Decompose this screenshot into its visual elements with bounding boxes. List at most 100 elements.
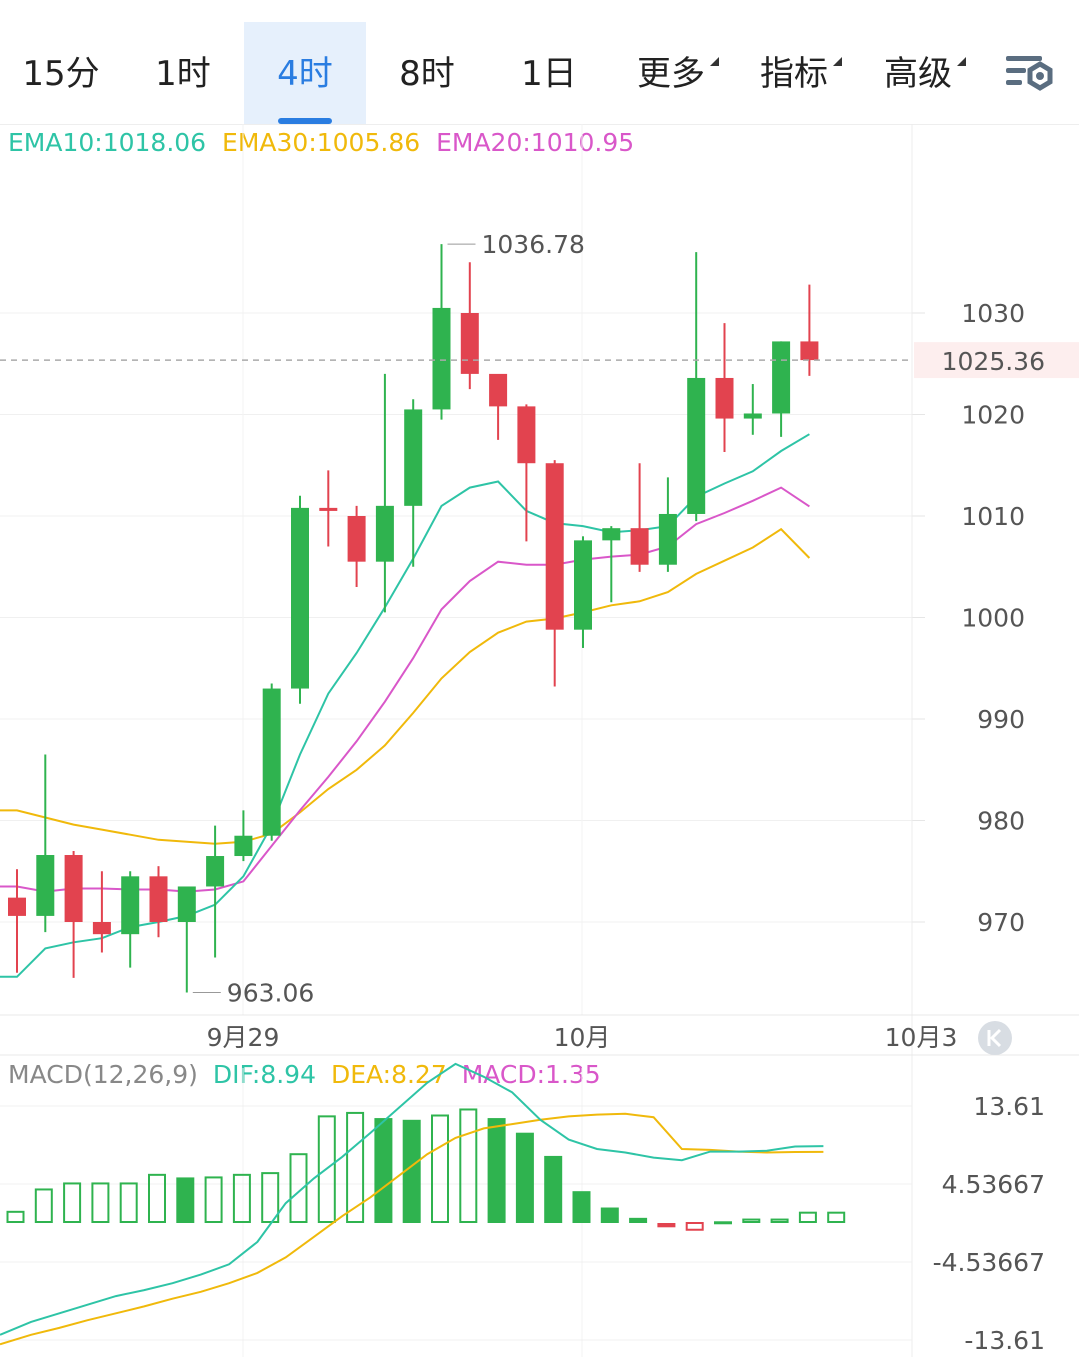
tab-label: 4时 bbox=[277, 54, 333, 94]
y-tick-label: 1030 bbox=[961, 299, 1025, 328]
y-tick-label: 1020 bbox=[961, 401, 1025, 430]
y-tick-label: 980 bbox=[977, 807, 1025, 836]
y-tick-label: 990 bbox=[977, 705, 1025, 734]
macd-legend: MACD(12,26,9) DIF:8.94 DEA:8.27 MACD:1.3… bbox=[8, 1060, 608, 1089]
candle-body bbox=[64, 855, 83, 922]
scroll-to-latest-icon bbox=[978, 1021, 1012, 1055]
candle-body bbox=[715, 377, 734, 419]
macd-histogram-bar bbox=[317, 1115, 336, 1223]
ema20-line bbox=[0, 486, 810, 893]
dea-line bbox=[0, 1112, 824, 1346]
chart-settings-icon bbox=[1006, 56, 1053, 91]
min-price-label: 963.06 bbox=[227, 978, 314, 1007]
macd-histogram-bar bbox=[572, 1191, 591, 1223]
ema10-value: EMA10:1018.06 bbox=[8, 128, 207, 157]
macd-histogram-bar bbox=[827, 1211, 846, 1224]
macd-histogram-bar bbox=[459, 1108, 478, 1223]
macd-histogram-bar bbox=[261, 1172, 280, 1223]
tab-7[interactable]: 高级 bbox=[856, 22, 980, 124]
macd-histogram-bar bbox=[685, 1222, 704, 1231]
macd-histogram-bar bbox=[798, 1211, 817, 1224]
tab-1[interactable]: 1时 bbox=[122, 22, 244, 124]
ema30-value: EMA30:1005.86 bbox=[222, 128, 421, 157]
y-tick-label: 1000 bbox=[961, 604, 1025, 633]
candle-body bbox=[602, 528, 621, 541]
macd-histogram-bar bbox=[374, 1118, 393, 1223]
x-tick-label: 10月3 bbox=[885, 1023, 958, 1052]
macd-histogram-bar bbox=[289, 1153, 308, 1223]
dropdown-caret-icon bbox=[833, 57, 842, 66]
macd-histogram-bar bbox=[657, 1223, 676, 1228]
ema-legend: EMA10:1018.06 EMA30:1005.86 EMA20:1010.9… bbox=[8, 128, 642, 157]
macd-histogram-bar bbox=[204, 1176, 223, 1224]
candle-body bbox=[743, 413, 762, 419]
max-price-label: 1036.78 bbox=[482, 230, 585, 259]
macd-histogram-bar bbox=[487, 1118, 506, 1223]
y-tick-label: 1010 bbox=[961, 502, 1025, 531]
candle-body bbox=[8, 897, 26, 916]
tab-label: 指标 bbox=[760, 54, 842, 94]
active-tab-indicator bbox=[278, 118, 332, 124]
chart-settings-button[interactable] bbox=[1000, 50, 1060, 100]
macd-params-label: MACD(12,26,9) bbox=[8, 1060, 198, 1089]
current-price-label: 1025.36 bbox=[942, 347, 1045, 376]
macd-histogram-bar bbox=[714, 1221, 732, 1225]
candle-body bbox=[262, 688, 281, 836]
dropdown-caret-icon bbox=[957, 57, 966, 66]
macd-histogram-bar bbox=[346, 1111, 365, 1224]
candle-body bbox=[206, 856, 225, 887]
candle-body bbox=[234, 835, 253, 857]
macd-y-tick-label: 4.53667 bbox=[942, 1170, 1045, 1199]
candle-body bbox=[404, 409, 423, 506]
y-tick-label: 970 bbox=[977, 908, 1025, 937]
macd-histogram-bar bbox=[176, 1177, 195, 1223]
candle-body bbox=[687, 377, 706, 514]
macd-histogram-bar bbox=[63, 1182, 82, 1223]
macd-histogram-bar bbox=[402, 1119, 421, 1223]
macd-histogram-bar bbox=[6, 1210, 25, 1223]
macd-histogram-bar bbox=[600, 1207, 619, 1223]
macd-histogram-bar bbox=[232, 1173, 251, 1223]
tab-3[interactable]: 8时 bbox=[366, 22, 488, 124]
macd-y-tick-label: 13.61 bbox=[973, 1092, 1045, 1121]
candle-body bbox=[121, 876, 140, 935]
candle-body bbox=[319, 507, 338, 511]
candle-body bbox=[432, 307, 451, 410]
macd-histogram-bar bbox=[629, 1217, 648, 1223]
tab-6[interactable]: 指标 bbox=[732, 22, 856, 124]
macd-histogram-bar bbox=[544, 1155, 563, 1223]
candle-body bbox=[36, 855, 55, 916]
dea-value: DEA:8.27 bbox=[330, 1060, 447, 1089]
candle-body bbox=[177, 886, 196, 922]
macd-histogram-bar bbox=[742, 1218, 761, 1224]
tab-5[interactable]: 更多 bbox=[610, 22, 732, 124]
candle-body bbox=[375, 505, 394, 562]
tab-label: 8时 bbox=[399, 54, 455, 94]
dif-line bbox=[0, 1062, 824, 1336]
dif-value: DIF:8.94 bbox=[212, 1060, 316, 1089]
candle-body bbox=[517, 406, 536, 464]
candle-body bbox=[460, 313, 479, 374]
tab-label: 1日 bbox=[521, 54, 577, 94]
candle-body bbox=[574, 540, 592, 630]
tab-0[interactable]: 15分 bbox=[0, 22, 122, 124]
candle-body bbox=[347, 516, 366, 562]
candle-body bbox=[800, 341, 819, 361]
candle-body bbox=[92, 922, 111, 935]
macd-histogram-bar bbox=[431, 1114, 449, 1223]
tab-label: 15分 bbox=[22, 54, 100, 94]
macd-histogram-bar bbox=[515, 1132, 534, 1223]
macd-histogram-bar bbox=[148, 1173, 166, 1223]
dropdown-caret-icon bbox=[710, 57, 719, 66]
chevron-left-icon bbox=[987, 1028, 1002, 1048]
macd-y-tick-label: -13.61 bbox=[964, 1326, 1045, 1355]
scroll-to-latest-button[interactable] bbox=[978, 1021, 1012, 1055]
tab-2[interactable]: 4时 bbox=[244, 22, 366, 124]
candle-body bbox=[630, 528, 649, 565]
macd-value: MACD:1.35 bbox=[461, 1060, 601, 1089]
candle-body bbox=[772, 341, 791, 414]
macd-histogram-bar bbox=[91, 1182, 110, 1223]
tab-4[interactable]: 1日 bbox=[488, 22, 610, 124]
tab-label: 1时 bbox=[155, 54, 211, 94]
